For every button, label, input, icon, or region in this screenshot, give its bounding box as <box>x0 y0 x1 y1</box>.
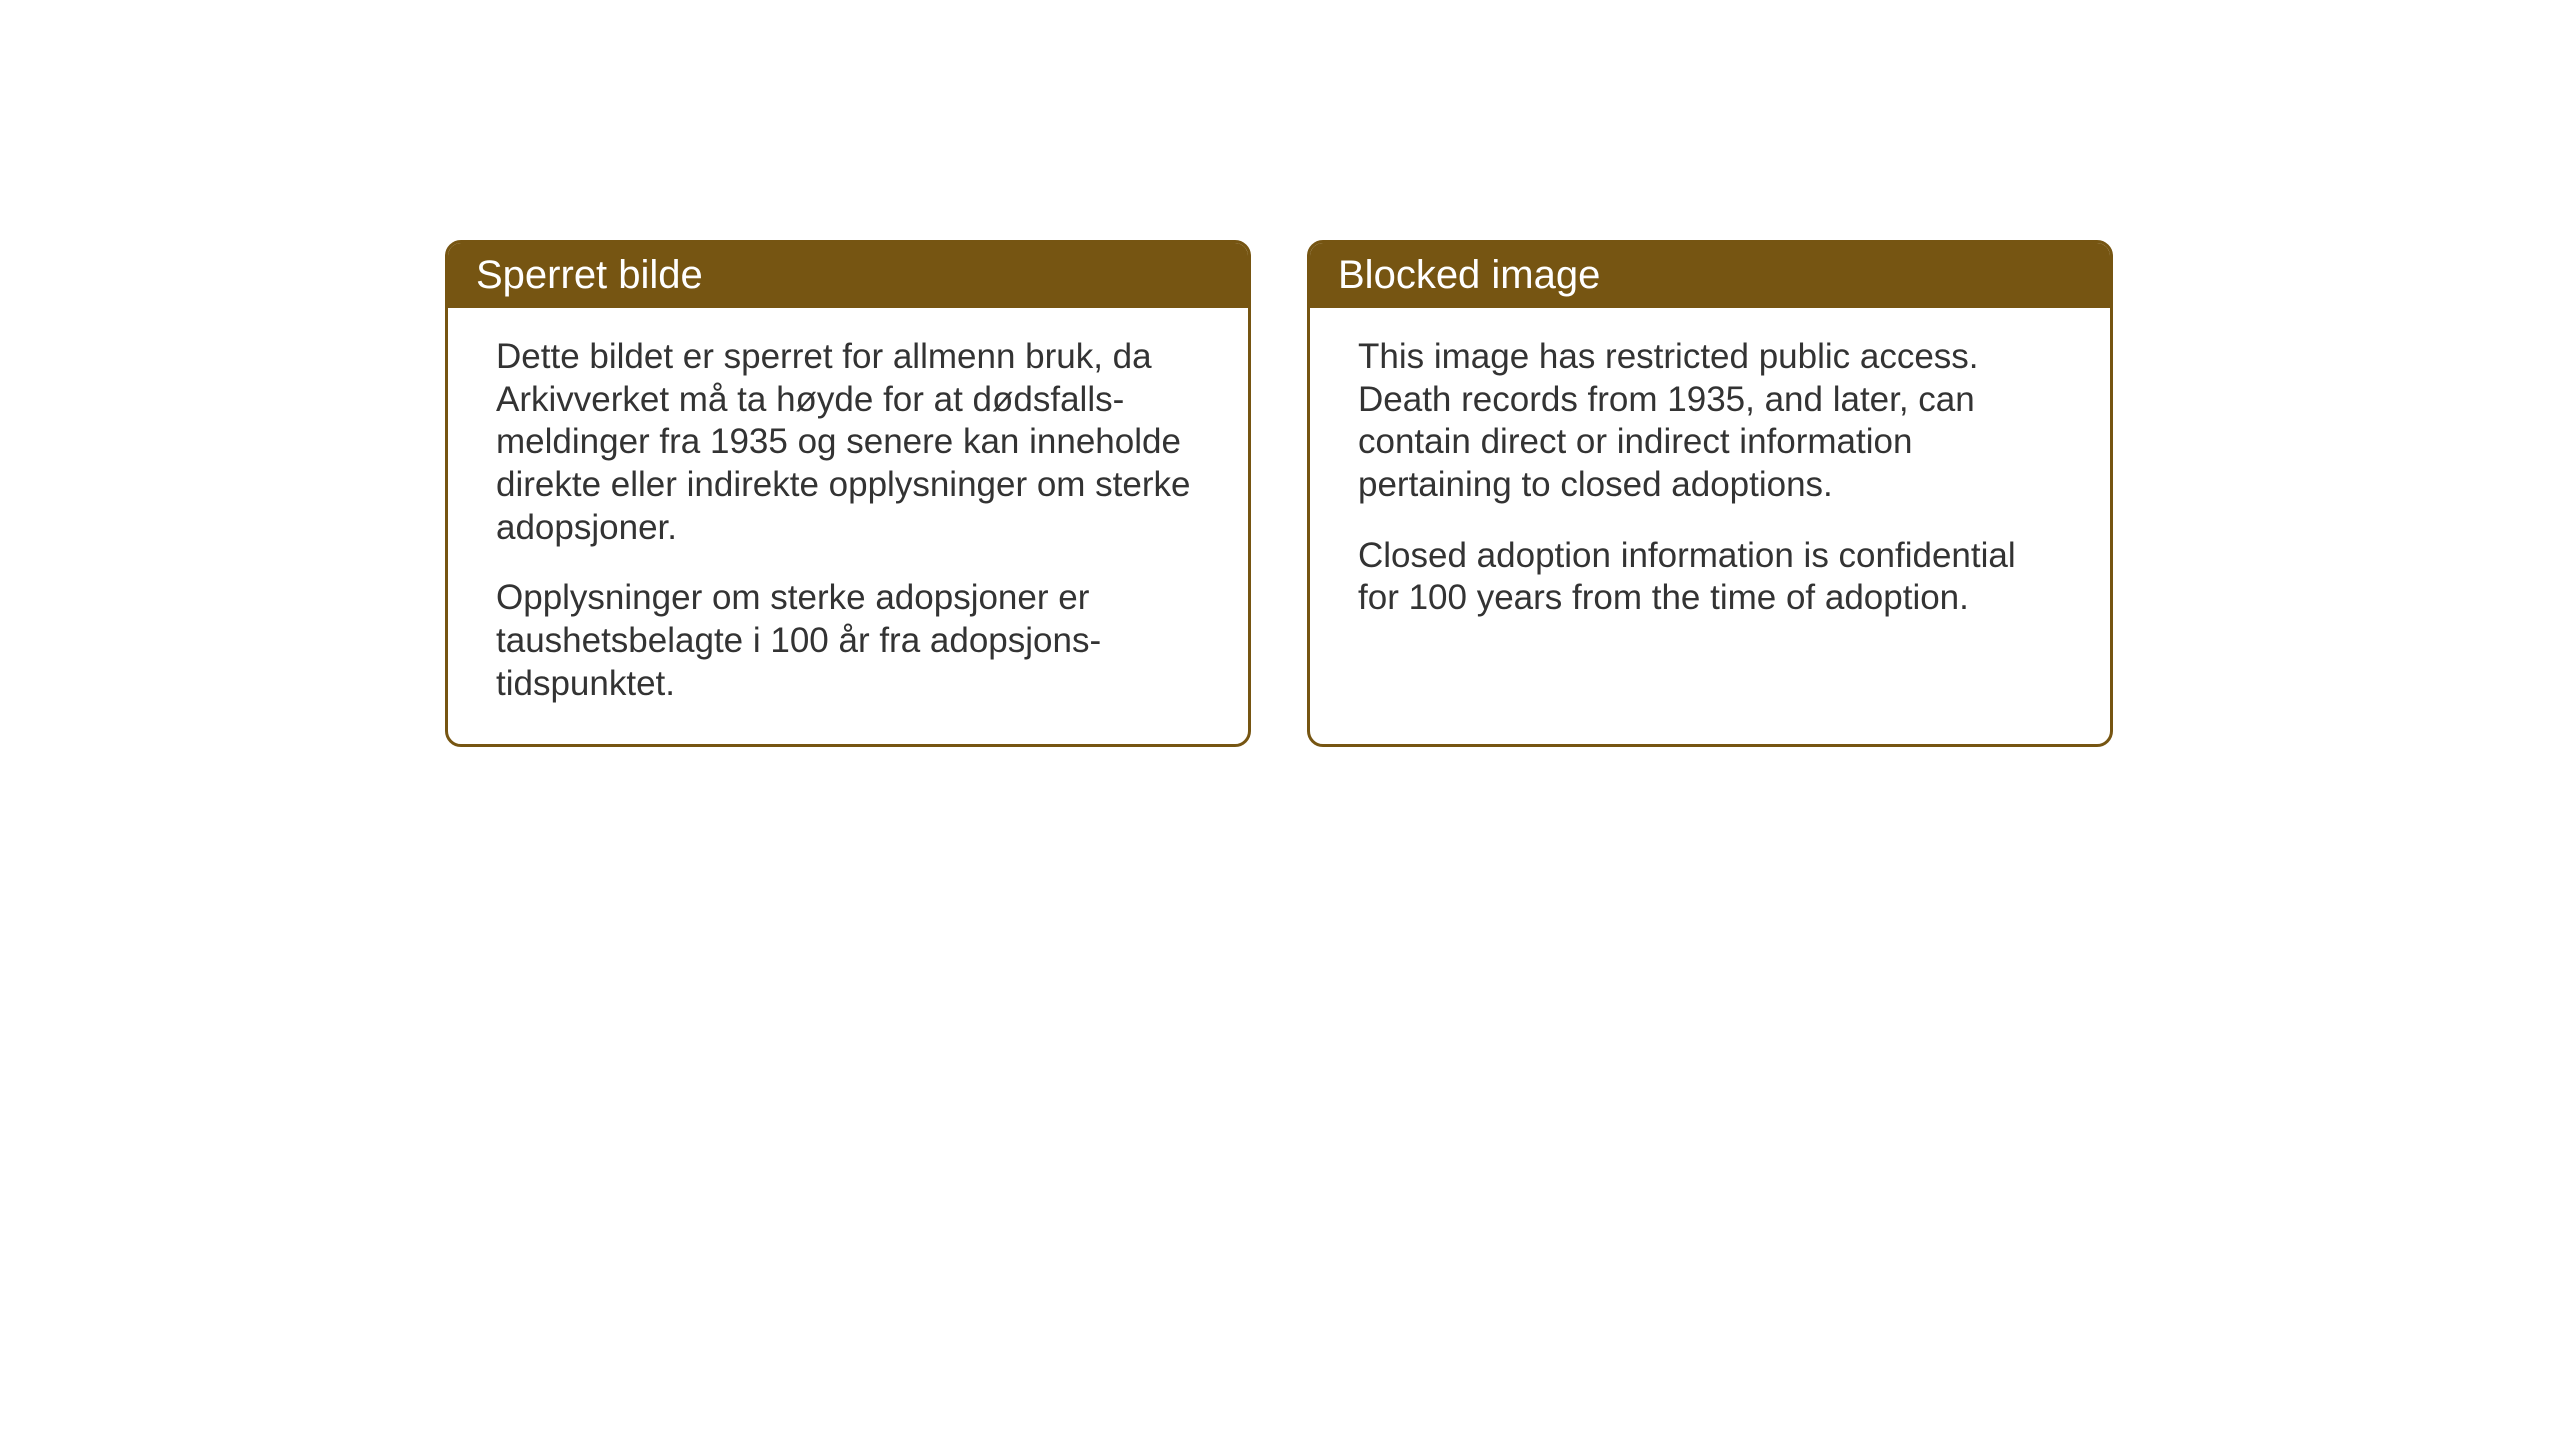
card-norwegian-paragraph-2: Opplysninger om sterke adopsjoner er tau… <box>496 577 1200 705</box>
card-english-paragraph-2: Closed adoption information is confident… <box>1358 535 2062 620</box>
card-english-paragraph-1: This image has restricted public access.… <box>1358 336 2062 507</box>
card-norwegian-header: Sperret bilde <box>448 243 1248 308</box>
card-english-title: Blocked image <box>1338 253 1600 297</box>
card-norwegian-paragraph-1: Dette bildet er sperret for allmenn bruk… <box>496 336 1200 549</box>
card-norwegian-title: Sperret bilde <box>476 253 703 297</box>
card-norwegian-body: Dette bildet er sperret for allmenn bruk… <box>448 308 1248 744</box>
card-english-body: This image has restricted public access.… <box>1310 308 2110 658</box>
card-norwegian: Sperret bilde Dette bildet er sperret fo… <box>445 240 1251 747</box>
card-english-header: Blocked image <box>1310 243 2110 308</box>
card-english: Blocked image This image has restricted … <box>1307 240 2113 747</box>
cards-container: Sperret bilde Dette bildet er sperret fo… <box>445 240 2113 747</box>
